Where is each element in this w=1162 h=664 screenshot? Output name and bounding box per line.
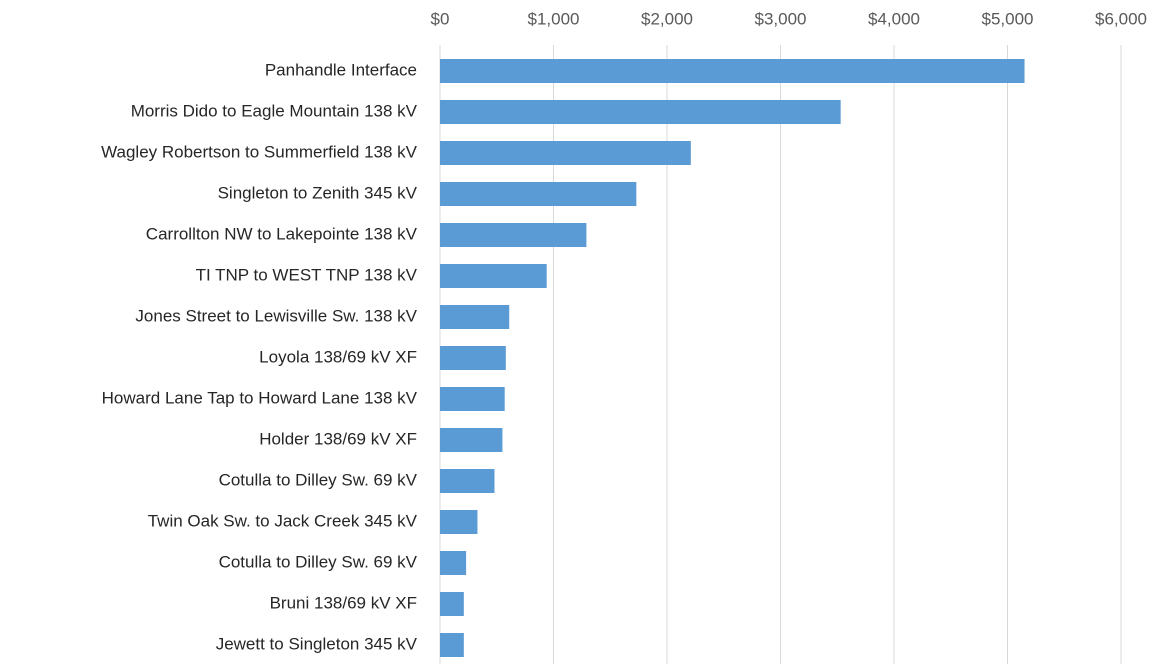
bar (440, 633, 464, 657)
bar (440, 551, 467, 575)
y-tick-label: Bruni 138/69 kV XF (270, 593, 417, 612)
x-tick-label: $1,000 (528, 9, 580, 28)
bar (440, 510, 478, 534)
y-tick-label: Jewett to Singleton 345 kV (216, 634, 418, 653)
bar (440, 305, 510, 329)
y-tick-label: Panhandle Interface (265, 60, 417, 79)
x-tick-label: $2,000 (641, 9, 693, 28)
y-tick-label: Holder 138/69 kV XF (259, 429, 417, 448)
bar (440, 469, 495, 493)
x-tick-label: $5,000 (982, 9, 1034, 28)
bar (440, 346, 506, 370)
bar (440, 223, 587, 247)
y-tick-label: Singleton to Zenith 345 kV (218, 183, 418, 202)
y-tick-label: Wagley Robertson to Summerfield 138 kV (101, 142, 418, 161)
bar (440, 387, 505, 411)
x-tick-label: $0 (431, 9, 450, 28)
y-tick-label: Morris Dido to Eagle Mountain 138 kV (131, 101, 418, 120)
y-tick-label: Loyola 138/69 kV XF (259, 347, 417, 366)
bar (440, 592, 464, 616)
bar (440, 141, 691, 165)
bar (440, 59, 1025, 83)
y-tick-label: TI TNP to WEST TNP 138 kV (196, 265, 418, 284)
bar (440, 182, 637, 206)
y-tick-label: Jones Street to Lewisville Sw. 138 kV (135, 306, 417, 325)
x-tick-label: $3,000 (755, 9, 807, 28)
y-tick-label: Cotulla to Dilley Sw. 69 kV (219, 552, 418, 571)
y-tick-label: Cotulla to Dilley Sw. 69 kV (219, 470, 418, 489)
x-tick-label: $4,000 (868, 9, 920, 28)
x-tick-label: $6,000 (1095, 9, 1147, 28)
y-tick-label: Twin Oak Sw. to Jack Creek 345 kV (148, 511, 418, 530)
bar (440, 264, 547, 288)
bar (440, 100, 841, 124)
bar (440, 428, 503, 452)
y-tick-label: Carrollton NW to Lakepointe 138 kV (146, 224, 418, 243)
y-tick-label: Howard Lane Tap to Howard Lane 138 kV (102, 388, 418, 407)
